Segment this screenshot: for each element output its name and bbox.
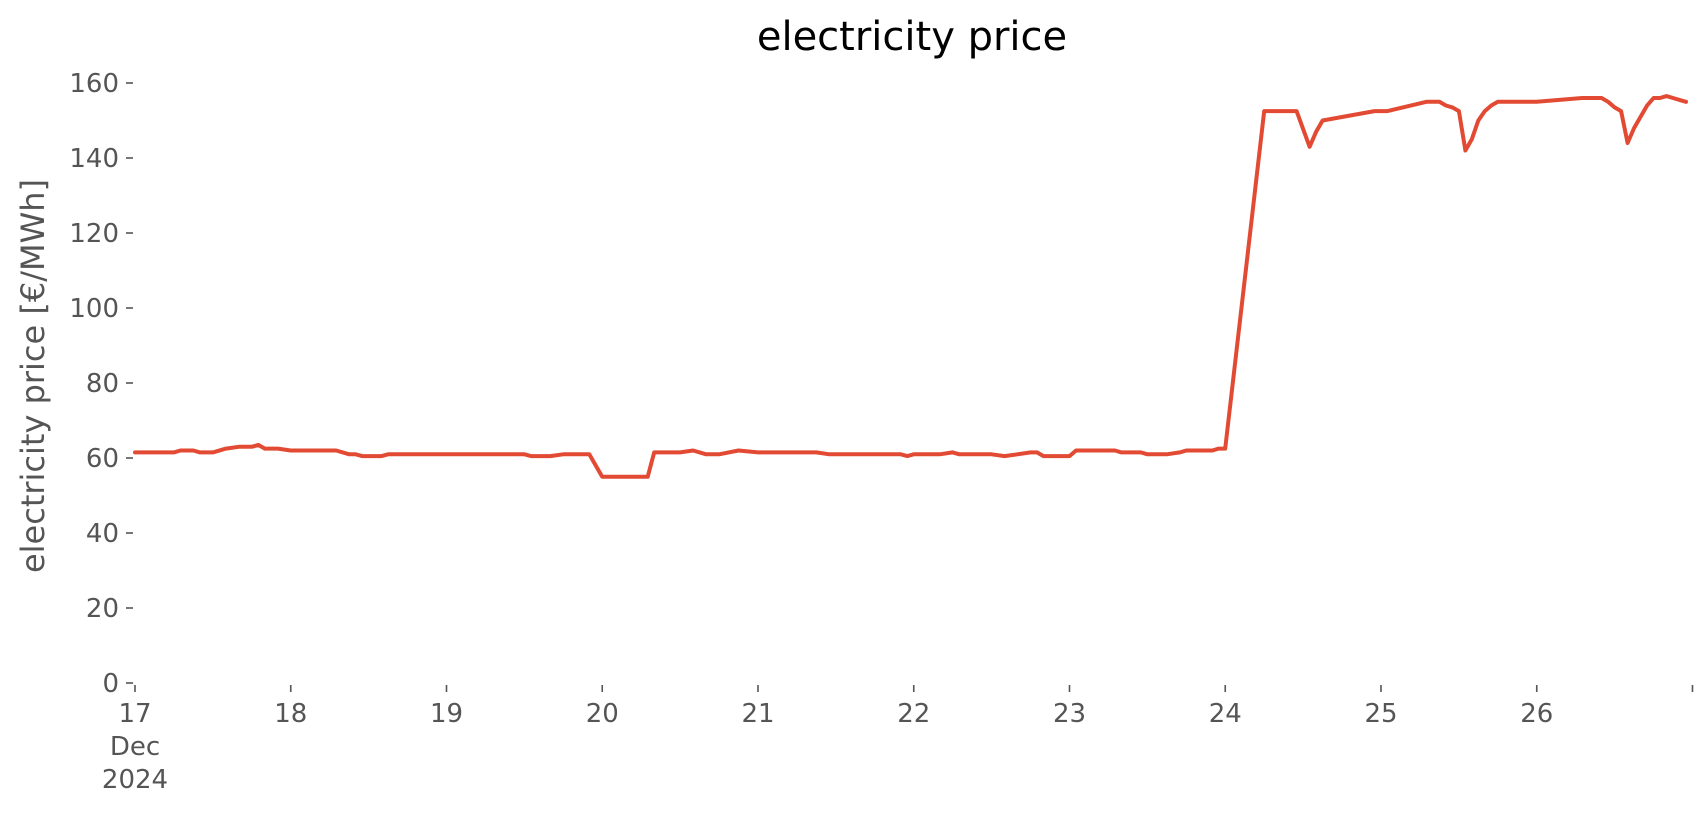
x-tick-label: 26 [1520, 699, 1553, 729]
series-group [133, 94, 1688, 479]
x-tick-label: 25 [1364, 699, 1397, 729]
x-tick-label: 19 [430, 699, 463, 729]
x-tick-sublabel-month: Dec [110, 732, 160, 762]
x-tick-label: 21 [741, 699, 774, 729]
y-tick-label: 60 [86, 444, 119, 474]
price-series-line [133, 94, 1688, 479]
x-tick-label: 24 [1209, 699, 1242, 729]
y-tick-label: 20 [86, 594, 119, 624]
y-tick-label: 160 [69, 69, 119, 99]
y-axis: 0 20 40 60 80 100 120 140 160 [69, 69, 133, 699]
x-tick-label: 22 [897, 699, 930, 729]
y-tick-label: 80 [86, 369, 119, 399]
x-tick-label: 18 [274, 699, 307, 729]
y-tick-label: 100 [69, 294, 119, 324]
y-axis-label: electricity price [€/MWh] [14, 179, 52, 573]
x-tick-label: 17 [118, 699, 151, 729]
y-tick-label: 140 [69, 144, 119, 174]
x-tick-sublabel-year: 2024 [102, 765, 168, 795]
chart-title: electricity price [757, 14, 1067, 60]
x-tick-label: 20 [586, 699, 619, 729]
y-tick-label: 40 [86, 519, 119, 549]
x-tick-label: 23 [1053, 699, 1086, 729]
y-tick-label: 120 [69, 219, 119, 249]
y-tick-label: 0 [102, 669, 119, 699]
